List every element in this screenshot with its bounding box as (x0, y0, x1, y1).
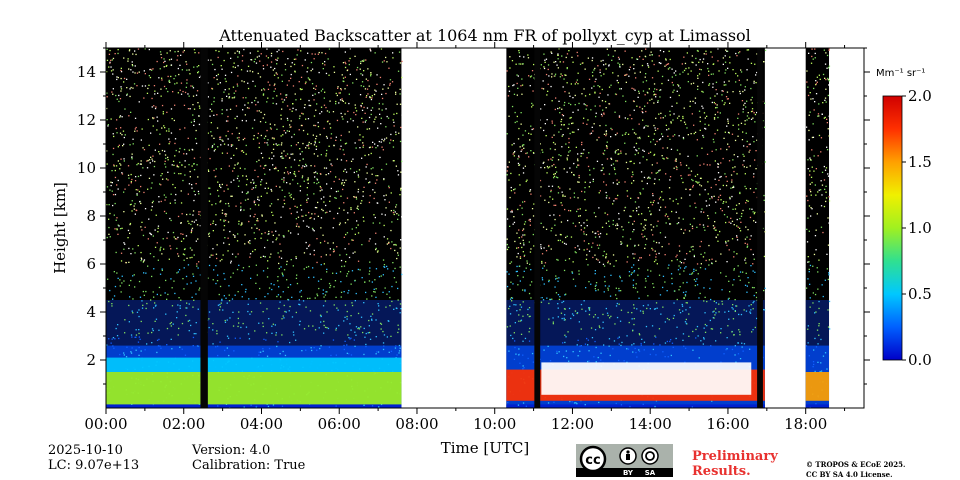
x-tick-label: 12:00 (551, 415, 594, 433)
date-label: 2025-10-10 (48, 443, 123, 458)
x-tick-label: 08:00 (395, 415, 438, 433)
dark-stripes (200, 48, 763, 408)
dark-stripe (534, 48, 541, 408)
cc-license-badge: cc BY SA (576, 444, 673, 477)
aerosol-layer (541, 362, 752, 395)
version-label: Version: 4.0 (192, 443, 271, 458)
colorbar-tick-label: 0.0 (908, 351, 932, 369)
aerosol-layer (106, 372, 402, 405)
colorbar-tick-label: 1.5 (908, 153, 932, 171)
sa-text: SA (645, 469, 656, 477)
x-tick-label: 02:00 (162, 415, 205, 433)
colorbar-gradient (882, 95, 903, 361)
calibration-label: Calibration: True (192, 458, 306, 473)
dark-stripe (757, 48, 763, 408)
preliminary-text: Preliminary (692, 449, 778, 464)
lc-label: LC: 9.07e+13 (48, 458, 140, 473)
colorbar: 0.0 0.5 1.0 1.5 2.0 Mm⁻¹ sr⁻¹ (876, 68, 932, 369)
plot-area (106, 48, 864, 408)
surface-band (106, 404, 402, 408)
colorbar-unit: Mm⁻¹ sr⁻¹ (876, 68, 925, 79)
x-tick-label: 16:00 (706, 415, 749, 433)
colorbar-tick-label: 1.0 (908, 219, 932, 237)
preliminary-notice: Preliminary Results. (692, 449, 778, 479)
y-tick-label: 6 (86, 255, 96, 273)
aerosol-layers (106, 357, 830, 405)
x-axis-label: Time [UTC] (441, 439, 530, 457)
dark-stripe (200, 48, 208, 408)
surface-band (805, 404, 830, 408)
colorbar-tick-label: 2.0 (908, 87, 932, 105)
colorbar-ticks: 0.0 0.5 1.0 1.5 2.0 (902, 87, 932, 369)
y-tick-label: 4 (86, 303, 96, 321)
y-tick-label: 14 (77, 63, 96, 81)
chart-title: Attenuated Backscatter at 1064 nm FR of … (218, 26, 751, 45)
copyright-line-2: CC BY SA 4.0 License. (806, 470, 893, 479)
cc-text: cc (585, 453, 600, 468)
cc-icon (579, 445, 607, 473)
x-tick-label: 04:00 (240, 415, 283, 433)
results-text: Results. (692, 464, 751, 479)
x-axis: 00:00 02:00 04:00 06:00 08:00 10:00 12:00 14:00… (84, 42, 846, 433)
x-tick-label: 10:00 (473, 415, 516, 433)
aerosol-layer (805, 372, 830, 401)
y-tick-label: 10 (77, 159, 96, 177)
by-text: BY (623, 469, 634, 477)
x-tick-label: 00:00 (84, 415, 127, 433)
copyright-line-1: © TROPOS & ECoE 2025. (806, 460, 906, 469)
plot-frame (105, 47, 865, 409)
aerosol-layer (106, 357, 402, 372)
colorbar-tick-label: 0.5 (908, 285, 932, 303)
surface-band (506, 404, 765, 408)
x-tick-label: 18:00 (784, 415, 827, 433)
x-tick-label: 06:00 (318, 415, 361, 433)
y-axis-label: Height [km] (51, 182, 69, 274)
y-tick-label: 8 (86, 207, 96, 225)
copyright-notice: © TROPOS & ECoE 2025. CC BY SA 4.0 Licen… (806, 460, 905, 480)
x-tick-label: 14:00 (629, 415, 672, 433)
y-axis: 2 4 6 8 10 12 14 (77, 47, 870, 385)
y-tick-label: 2 (86, 351, 96, 369)
y-tick-label: 12 (77, 111, 96, 129)
sa-icon (641, 447, 659, 465)
